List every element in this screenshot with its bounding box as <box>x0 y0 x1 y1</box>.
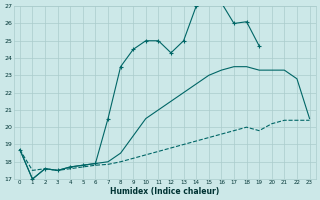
X-axis label: Humidex (Indice chaleur): Humidex (Indice chaleur) <box>110 187 219 196</box>
